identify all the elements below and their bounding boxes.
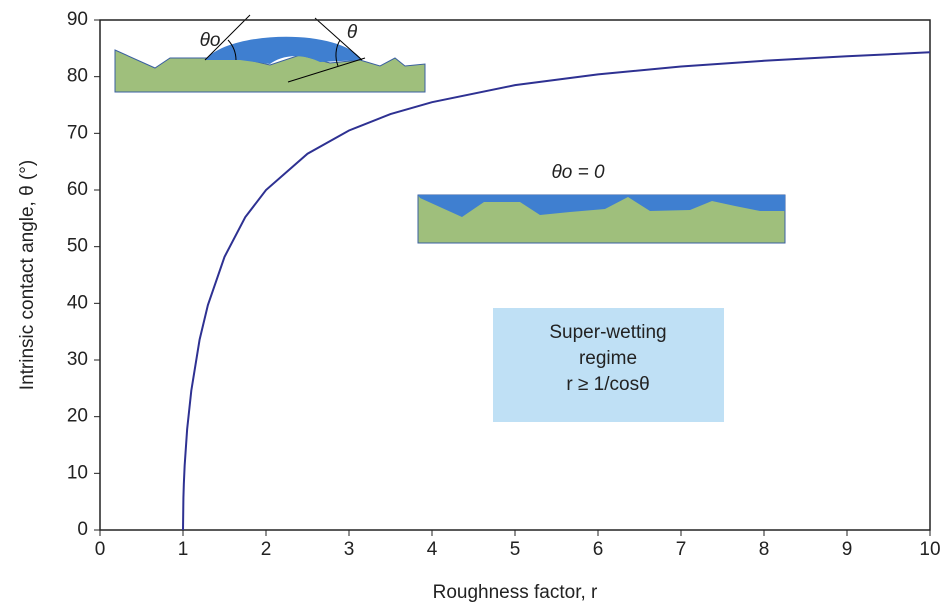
annotation: θo — [200, 30, 221, 51]
x-tick-label: 5 — [510, 539, 521, 560]
x-axis-label: Roughness factor, r — [433, 582, 598, 603]
x-tick-label: 0 — [95, 539, 106, 560]
annotation: θ — [347, 22, 358, 43]
inset-film — [417, 194, 786, 244]
x-tick-label: 3 — [344, 539, 355, 560]
y-tick-label: 60 — [67, 179, 88, 200]
line — [182, 51, 931, 531]
inset-drop — [114, 14, 426, 93]
annotation: θo = 0 — [551, 162, 605, 183]
x-tick-label: 1 — [178, 539, 189, 560]
regime-box — [493, 308, 724, 422]
annotation: r ≥ 1/cosθ — [566, 374, 649, 395]
x-tick-label: 6 — [593, 539, 604, 560]
y-tick-label: 0 — [77, 519, 88, 540]
x-tick-label: 2 — [261, 539, 272, 560]
y-tick-label: 50 — [67, 236, 88, 257]
plot-frame — [99, 19, 931, 531]
y-tick-label: 90 — [67, 9, 88, 30]
y-tick-label: 40 — [67, 292, 88, 313]
x-tick-label: 4 — [427, 539, 438, 560]
x-tick-label: 10 — [919, 539, 940, 560]
y-axis-label: Intrinsic contact angle, θ (°) — [17, 160, 38, 390]
y-tick-label: 30 — [67, 349, 88, 370]
y-tick-label: 10 — [67, 462, 88, 483]
x-tick-label: 7 — [676, 539, 687, 560]
y-tick-label: 20 — [67, 406, 88, 427]
x-tick-label: 9 — [842, 539, 853, 560]
annotation: Super-wetting — [549, 322, 666, 343]
y-tick-label: 70 — [67, 122, 88, 143]
x-tick-label: 8 — [759, 539, 770, 560]
annotation: regime — [579, 348, 637, 369]
y-tick-label: 80 — [67, 66, 88, 87]
